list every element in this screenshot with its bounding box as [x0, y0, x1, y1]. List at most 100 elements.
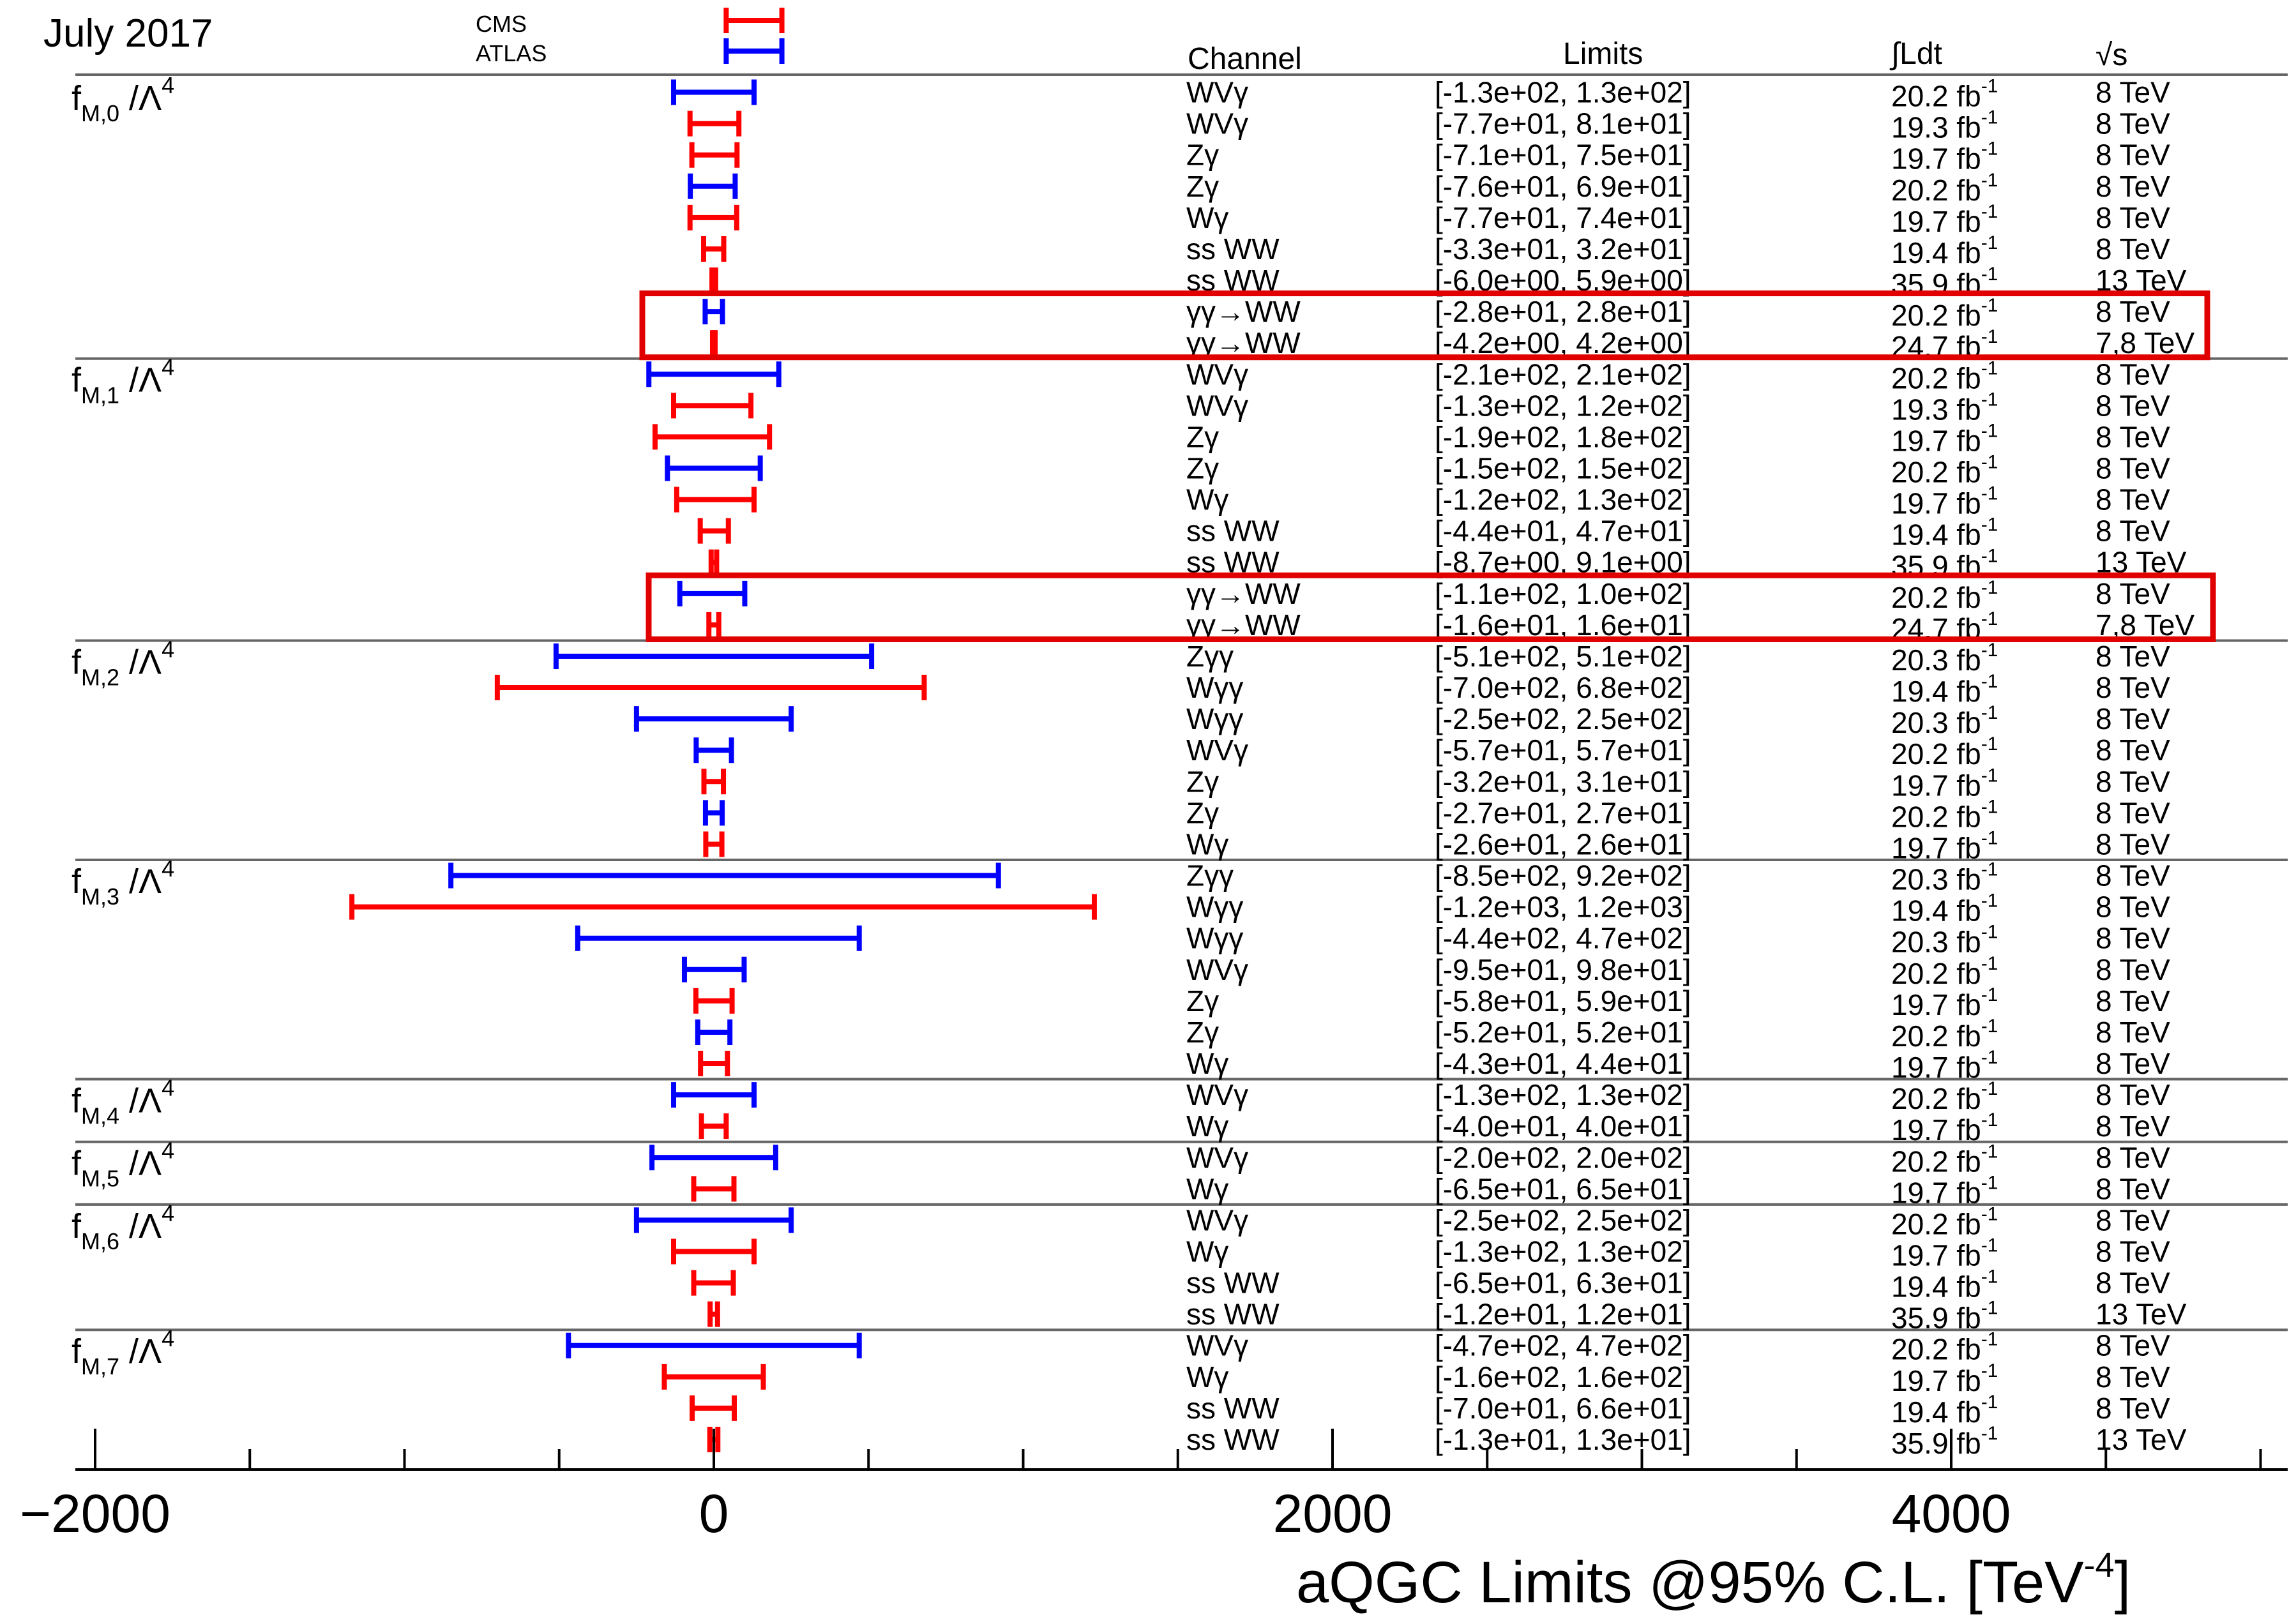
group-label-part: M,0	[81, 100, 119, 126]
row-m1-4-channel: Wγ	[1186, 483, 1228, 516]
group-label-part: /Λ	[119, 79, 162, 117]
row-m0-5-lumi: 19.4 fb-1	[1891, 232, 1998, 269]
row-m2-2-limits: [-2.5e+02, 2.5e+02]	[1435, 702, 1691, 735]
row-m0-3-lumi: 20.2 fb-1	[1891, 170, 1998, 207]
row-m0-1-bar	[687, 110, 742, 137]
row-m1-8-lumi-exp: -1	[1981, 608, 1998, 629]
row-m0-2-lumi: 19.7 fb-1	[1891, 139, 1998, 176]
row-m0-5-channel: ss WW	[1186, 232, 1280, 266]
row-m6-3-limits: [-1.2e+01, 1.2e+01]	[1435, 1298, 1691, 1331]
row-m3-5-bar	[695, 1019, 733, 1045]
row-m1-5-bar	[697, 518, 731, 544]
row-m0-8-energy: 7,8 TeV	[2096, 326, 2194, 359]
row-m5-0-limits: [-2.0e+02, 2.0e+02]	[1435, 1141, 1691, 1174]
header: July 2017 CMS ATLAS Channel Limits ∫Ldt …	[43, 11, 2131, 1615]
row-m0-0-lumi: 20.2 fb-1	[1891, 76, 1998, 113]
row-m7-2-lumi-value: 19.4 fb	[1891, 1395, 1981, 1429]
group-label-part: f	[72, 1082, 82, 1120]
row-m1-3-limits: [-1.5e+02, 1.5e+02]	[1435, 452, 1691, 485]
row-m1-7-lumi-exp: -1	[1981, 577, 1998, 598]
row-m6-3-lumi: 35.9 fb-1	[1891, 1298, 1998, 1335]
row-m4-0-lumi-exp: -1	[1981, 1078, 1998, 1099]
row-m6-0-energy: 8 TeV	[2096, 1203, 2170, 1237]
group-label-part: 4	[162, 1075, 174, 1101]
header-energy: √s	[2096, 38, 2127, 72]
row-m3-1-lumi: 19.4 fb-1	[1891, 891, 1998, 928]
x-axis-title-exponent: -4	[2084, 1546, 2115, 1584]
row-m3-0-lumi-exp: -1	[1981, 859, 1998, 880]
row-m3-0-energy: 8 TeV	[2096, 859, 2170, 892]
row-m3-1-channel: Wγγ	[1186, 891, 1243, 924]
group-label-part: 4	[162, 855, 174, 882]
row-m3-1-energy: 8 TeV	[2096, 891, 2170, 924]
row-m2-4-lumi-exp: -1	[1981, 765, 1998, 786]
row-m1-1-lumi-value: 19.3 fb	[1891, 393, 1981, 426]
row-m1-6-bar	[708, 549, 720, 575]
group-label-part: M,3	[81, 883, 119, 910]
row-m6-0-lumi: 20.2 fb-1	[1891, 1203, 1998, 1240]
row-m7-3-energy: 13 TeV	[2096, 1423, 2187, 1456]
group-label-part: M,1	[81, 382, 119, 409]
row-m5-0-channel: WVγ	[1186, 1141, 1248, 1174]
row-m3-1-bar	[349, 894, 1097, 920]
row-m0-2-bar	[689, 142, 740, 168]
row-m1-3-energy: 8 TeV	[2096, 452, 2170, 485]
x-tick-label: 4000	[1892, 1484, 2011, 1544]
row-m0-6-bar	[709, 267, 718, 294]
row-m1-1-lumi-exp: -1	[1981, 389, 1998, 410]
row-m0-4-lumi-value: 19.7 fb	[1891, 205, 1981, 238]
row-m1-7-lumi-value: 20.2 fb	[1891, 581, 1981, 614]
row-m1-4-energy: 8 TeV	[2096, 483, 2170, 516]
row-m0-0-lumi-value: 20.2 fb	[1891, 80, 1981, 113]
row-m1-1-bar	[671, 393, 754, 419]
row-m2-1-lumi-value: 19.4 fb	[1891, 675, 1981, 708]
row-m3-5-energy: 8 TeV	[2096, 1016, 2170, 1049]
row-m6-3-lumi-value: 35.9 fb	[1891, 1302, 1981, 1335]
row-m2-3-lumi: 20.2 fb-1	[1891, 733, 1998, 771]
row-m2-0-lumi: 20.3 fb-1	[1891, 640, 1998, 677]
row-m4-1-limits: [-4.0e+01, 4.0e+01]	[1435, 1109, 1691, 1143]
row-m6-0-limits: [-2.5e+02, 2.5e+02]	[1435, 1203, 1691, 1237]
row-m0-7-lumi: 20.2 fb-1	[1891, 295, 1998, 332]
row-m0-0-bar	[671, 79, 757, 105]
row-m3-5-lumi-exp: -1	[1981, 1016, 1998, 1037]
row-m0-2-limits: [-7.1e+01, 7.5e+01]	[1435, 139, 1691, 172]
row-m7-0-lumi-exp: -1	[1981, 1329, 1998, 1350]
row-m7-2-energy: 8 TeV	[2096, 1392, 2170, 1425]
header-limits: Limits	[1563, 37, 1643, 71]
highlight-box-m1	[646, 572, 2216, 642]
row-m2-3-channel: WVγ	[1186, 733, 1248, 767]
row-m7-2-lumi-exp: -1	[1981, 1392, 1998, 1413]
row-m7-1-bar	[661, 1364, 766, 1390]
row-m6-3-channel: ss WW	[1186, 1298, 1280, 1331]
row-m0-4-channel: Wγ	[1186, 201, 1228, 234]
x-axis-title-bracket: ]	[2115, 1550, 2131, 1615]
row-m5-0-lumi: 20.2 fb-1	[1891, 1141, 1998, 1178]
row-m6-2-energy: 8 TeV	[2096, 1267, 2170, 1300]
row-m5-1-energy: 8 TeV	[2096, 1172, 2170, 1205]
row-m1-0-lumi-value: 20.2 fb	[1891, 361, 1981, 395]
legend-atlas-bar	[723, 38, 785, 64]
row-m6-3-bar	[707, 1301, 720, 1327]
row-m2-6-limits: [-2.6e+01, 2.6e+01]	[1435, 827, 1691, 861]
row-m1-0-limits: [-2.1e+02, 2.1e+02]	[1435, 357, 1691, 391]
row-m1-3-bar	[665, 455, 763, 481]
row-m5-1-limits: [-6.5e+01, 6.5e+01]	[1435, 1172, 1691, 1205]
date-label: July 2017	[43, 11, 213, 56]
row-m6-0-bar	[633, 1207, 794, 1233]
row-m2-0-channel: Zγγ	[1186, 640, 1234, 673]
row-m0-0-limits: [-1.3e+02, 1.3e+02]	[1435, 76, 1691, 109]
row-m2-3-bar	[693, 737, 734, 763]
row-m7-2-bar	[690, 1395, 737, 1421]
row-m3-6-channel: Wγ	[1186, 1047, 1228, 1080]
highlight-box-m0	[639, 290, 2210, 361]
row-m0-4-limits: [-7.7e+01, 7.4e+01]	[1435, 201, 1691, 234]
row-m0-4-lumi: 19.7 fb-1	[1891, 201, 1998, 238]
row-m3-4-limits: [-5.8e+01, 5.9e+01]	[1435, 984, 1691, 1018]
row-m5-1-lumi: 19.7 fb-1	[1891, 1172, 1998, 1209]
group-label-part: /Λ	[119, 1082, 162, 1120]
row-m0-1-lumi-exp: -1	[1981, 107, 1998, 128]
row-m2-4-limits: [-3.2e+01, 3.1e+01]	[1435, 765, 1691, 798]
row-m6-2-bar	[691, 1270, 736, 1296]
